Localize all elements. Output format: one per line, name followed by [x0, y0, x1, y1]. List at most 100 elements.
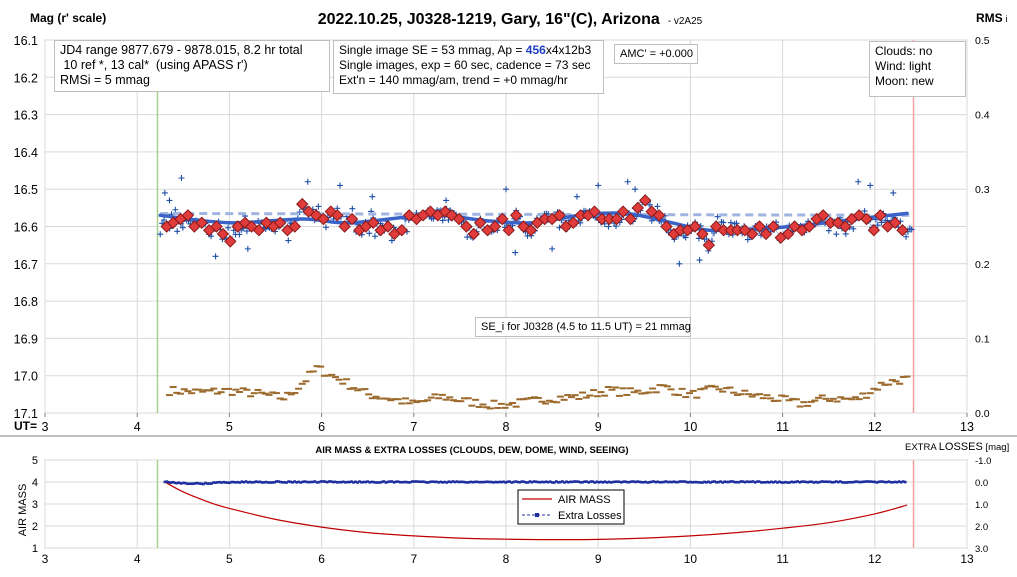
extra-loss-point: [711, 480, 714, 484]
ref-point: [366, 230, 373, 237]
extra-loss-point: [254, 480, 258, 483]
image-info-line-3: Ext'n = 140 mmag/am, trend = +0 mmag/hr: [339, 73, 568, 87]
extra-loss-point: [230, 480, 234, 484]
extra-loss-point: [281, 481, 284, 484]
ref-point: [833, 231, 840, 238]
extra-loss-point: [358, 480, 361, 483]
top-y-tick-label: 16.1: [14, 34, 38, 48]
bottom-y2-label: EXTRA LOSSES [mag]: [905, 441, 1009, 453]
binned-point: [273, 216, 287, 229]
extra-loss-point: [774, 480, 777, 483]
binned-point: [610, 212, 623, 226]
extra-loss-point: [329, 480, 333, 483]
extra-loss-point: [725, 480, 729, 484]
extra-loss-point: [569, 480, 572, 484]
binned-point: [860, 212, 873, 226]
bottom-y2-tick-label: 0.0: [975, 478, 988, 489]
ref-point: [337, 182, 344, 189]
extra-loss-point: [753, 481, 757, 484]
binned-point: [745, 227, 759, 241]
extra-loss-point: [488, 480, 491, 484]
extra-loss-point: [776, 481, 779, 484]
ref-point: [388, 237, 395, 244]
extra-loss-point: [899, 480, 903, 484]
extra-loss-point: [372, 480, 376, 484]
extra-loss-point: [364, 480, 367, 484]
bottom-y2-tick-label: 3.0: [975, 544, 988, 555]
extra-loss-point: [597, 480, 601, 484]
extra-loss-point: [380, 480, 384, 484]
extra-loss-point: [587, 481, 591, 484]
extra-loss-point: [457, 480, 461, 484]
ref-point: [682, 234, 689, 241]
extra-loss-point: [591, 480, 595, 483]
extra-loss-point: [851, 480, 854, 484]
extra-loss-point: [524, 481, 528, 484]
extra-loss-point: [390, 480, 394, 483]
extra-loss-point: [654, 480, 658, 484]
binned-point: [639, 194, 652, 207]
extra-loss-point: [384, 481, 388, 484]
binned-point: [839, 220, 852, 233]
binned-point: [338, 220, 351, 233]
extra-loss-point: [473, 480, 477, 484]
extra-loss-point: [455, 480, 459, 483]
top-x-tick-label: 5: [226, 420, 233, 434]
image-info-line-2: Single images, exp = 60 sec, cadence = 7…: [339, 58, 591, 72]
extra-loss-point: [662, 480, 666, 484]
extra-loss-point: [849, 480, 852, 484]
extra-loss-point: [224, 481, 228, 484]
extra-loss-point: [873, 480, 877, 484]
extra-loss-point: [749, 480, 753, 484]
extra-loss-point: [469, 480, 473, 484]
extra-loss-point: [443, 480, 447, 484]
extra-loss-point: [747, 480, 751, 484]
extra-loss-point: [315, 481, 319, 484]
extra-loss-point: [467, 480, 471, 484]
extra-loss-point: [346, 480, 349, 484]
extra-loss-point: [577, 480, 580, 484]
extra-loss-point: [780, 481, 783, 484]
extra-loss-point: [331, 480, 335, 484]
ref-point: [676, 260, 683, 267]
extra-loss-point: [388, 480, 392, 483]
extra-loss-point: [258, 480, 262, 484]
extra-loss-point: [701, 481, 704, 484]
extra-loss-point: [668, 480, 672, 484]
top-plot: 16.1 16.2 16.3 16.4 16.5 16.6 16.7 16.8 16.9 17.0…: [14, 34, 990, 434]
ref-point: [174, 228, 181, 235]
binned-point: [224, 235, 237, 248]
top-y2-tick-label: 0.1: [975, 333, 990, 345]
extra-loss-point: [528, 480, 532, 483]
extra-loss-point: [664, 480, 668, 483]
bottom-x-tick-label: 3: [42, 552, 49, 566]
extra-loss-point: [784, 480, 787, 484]
binned-point: [888, 216, 902, 229]
extra-loss-point: [828, 480, 832, 484]
airmass-line: [164, 481, 908, 541]
extra-loss-point: [583, 480, 587, 483]
ref-point: [322, 224, 329, 231]
extra-loss-point: [863, 480, 866, 483]
binned-point: [345, 212, 359, 226]
extra-loss-point: [877, 480, 881, 484]
extra-loss-point: [532, 480, 536, 483]
extra-loss-point: [690, 481, 694, 484]
extra-loss-point: [512, 480, 516, 484]
extra-loss-point: [839, 480, 842, 483]
extra-loss-point: [534, 480, 538, 484]
bottom-y2-ticks: -1.0 0.0 1.0 2.0 3.0: [975, 456, 991, 555]
extra-loss-point: [441, 481, 445, 484]
extra-loss-point: [490, 480, 493, 484]
extra-loss-point: [757, 480, 761, 483]
ref-point: [166, 197, 173, 204]
extra-loss-point: [822, 480, 826, 484]
extra-loss-point: [847, 480, 850, 484]
binned-point: [753, 220, 766, 233]
extra-loss-point: [299, 481, 303, 484]
extra-loss-point: [573, 480, 576, 483]
extra-loss-point: [502, 480, 505, 484]
extra-loss-point: [167, 480, 171, 484]
extra-loss-point: [857, 480, 860, 484]
extra-loss-point: [350, 480, 353, 483]
